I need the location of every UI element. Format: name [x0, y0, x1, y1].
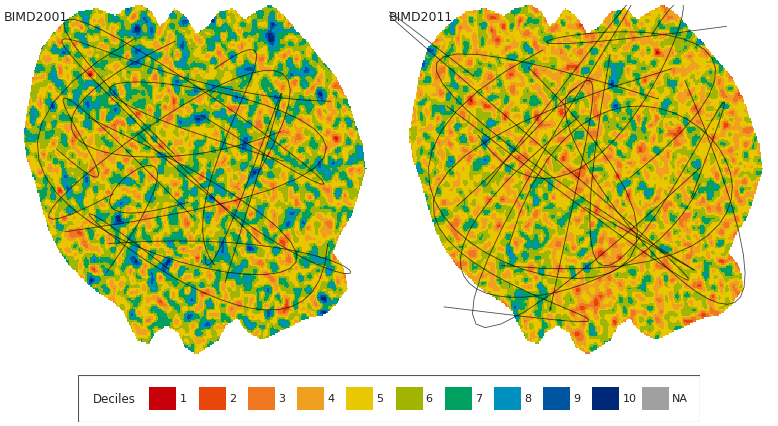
- Text: BIMD2011: BIMD2011: [389, 11, 454, 23]
- Bar: [445, 387, 471, 410]
- Bar: [494, 387, 521, 410]
- Text: NA: NA: [672, 393, 688, 403]
- Text: 6: 6: [426, 393, 433, 403]
- Text: Deciles: Deciles: [93, 392, 136, 405]
- Text: 9: 9: [573, 393, 580, 403]
- Bar: [248, 387, 275, 410]
- Text: 2: 2: [229, 393, 236, 403]
- Text: 8: 8: [524, 393, 531, 403]
- Text: 4: 4: [328, 393, 335, 403]
- Text: 10: 10: [622, 393, 636, 403]
- Text: 5: 5: [377, 393, 384, 403]
- Text: 1: 1: [180, 393, 187, 403]
- Text: 3: 3: [278, 393, 285, 403]
- Bar: [592, 387, 619, 410]
- Text: 7: 7: [475, 393, 482, 403]
- Text: BIMD2001: BIMD2001: [4, 11, 68, 23]
- Bar: [198, 387, 226, 410]
- Bar: [149, 387, 177, 410]
- Bar: [297, 387, 324, 410]
- Bar: [543, 387, 570, 410]
- Bar: [642, 387, 669, 410]
- Bar: [346, 387, 373, 410]
- Bar: [395, 387, 422, 410]
